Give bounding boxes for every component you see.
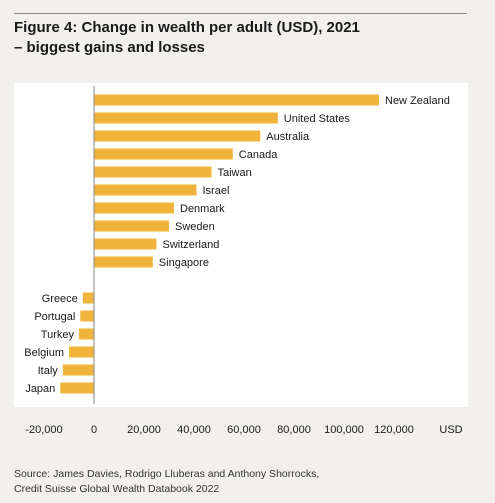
category-label-greece: Greece xyxy=(42,293,78,305)
category-label-switzerland: Switzerland xyxy=(163,239,220,251)
bar-turkey xyxy=(79,328,94,340)
x-tick-label: 120,000 xyxy=(374,424,414,436)
bar-sweden xyxy=(94,220,169,232)
bar-japan xyxy=(60,382,95,394)
bar-israel xyxy=(94,184,197,196)
bar-new-zealand xyxy=(94,94,379,106)
category-label-denmark: Denmark xyxy=(180,203,225,215)
bar-belgium xyxy=(69,346,94,358)
bar-denmark xyxy=(94,202,174,214)
x-tick-label: 100,000 xyxy=(324,424,364,436)
category-label-taiwan: Taiwan xyxy=(218,167,252,179)
category-label-canada: Canada xyxy=(239,149,278,161)
category-label-turkey: Turkey xyxy=(41,329,75,341)
category-label-singapore: Singapore xyxy=(159,257,209,269)
x-axis-unit-label: USD xyxy=(439,424,462,436)
x-tick-label: 40,000 xyxy=(177,424,211,436)
bar-canada xyxy=(94,148,233,160)
x-tick-label: -20,000 xyxy=(25,424,62,436)
bar-italy xyxy=(62,364,95,376)
source-note: Source: James Davies, Rodrigo Lluberas a… xyxy=(14,467,484,497)
category-label-italy: Italy xyxy=(38,365,59,377)
category-label-portugal: Portugal xyxy=(34,311,75,323)
x-tick-label: 20,000 xyxy=(127,424,161,436)
bar-portugal xyxy=(80,310,95,322)
chart-title: Figure 4: Change in wealth per adult (US… xyxy=(14,18,474,58)
x-tick-label: 80,000 xyxy=(277,424,311,436)
top-rule xyxy=(14,13,467,14)
chart-title-line-1: Figure 4: Change in wealth per adult (US… xyxy=(14,19,360,36)
bar-greece xyxy=(82,292,95,304)
source-line-2: Credit Suisse Global Wealth Databook 202… xyxy=(14,483,220,495)
bar-taiwan xyxy=(94,166,212,178)
category-label-japan: Japan xyxy=(25,383,55,395)
x-tick-label: 60,000 xyxy=(227,424,261,436)
category-label-australia: Australia xyxy=(266,131,310,143)
category-label-israel: Israel xyxy=(203,185,230,197)
bar-singapore xyxy=(94,256,153,268)
x-tick-label: 0 xyxy=(91,424,97,436)
bar-united-states xyxy=(94,112,278,124)
chart-title-line-2: – biggest gains and losses xyxy=(14,39,205,56)
category-label-new-zealand: New Zealand xyxy=(385,95,450,107)
category-label-united-states: United States xyxy=(284,113,351,125)
bar-chart: New Zealand United States Australia Canada T… xyxy=(14,83,468,436)
bar-switzerland xyxy=(94,238,157,250)
source-line-1: Source: James Davies, Rodrigo Lluberas a… xyxy=(14,468,320,480)
category-label-belgium: Belgium xyxy=(24,347,64,359)
category-label-sweden: Sweden xyxy=(175,221,215,233)
bar-australia xyxy=(94,130,261,142)
